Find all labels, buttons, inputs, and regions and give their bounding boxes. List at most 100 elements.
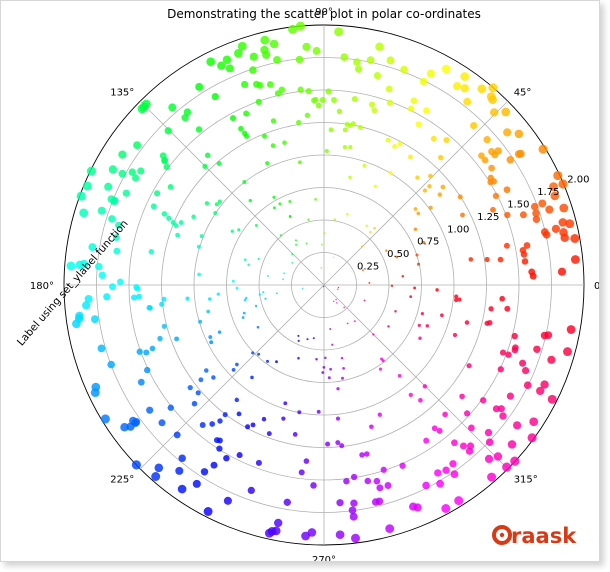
scatter-point	[198, 319, 203, 324]
scatter-point	[158, 419, 166, 427]
scatter-point	[195, 390, 201, 396]
scatter-point	[163, 163, 170, 171]
scatter-point	[223, 454, 230, 462]
scatter-point	[532, 209, 540, 217]
scatter-point	[551, 224, 560, 233]
scatter-point	[295, 21, 305, 31]
scatter-point	[480, 397, 487, 404]
scatter-point	[82, 181, 92, 191]
radial-tick-label: 1.50	[507, 199, 529, 210]
scatter-point	[409, 295, 413, 299]
scatter-point	[523, 381, 532, 390]
scatter-point	[322, 285, 325, 288]
scatter-point	[538, 144, 548, 154]
scatter-point	[225, 64, 234, 73]
scatter-point	[363, 299, 366, 302]
scatter-point	[340, 53, 349, 61]
scatter-point	[327, 376, 331, 380]
scatter-point	[316, 409, 321, 414]
scatter-point	[510, 456, 520, 466]
scatter-point	[523, 242, 531, 249]
scatter-point	[464, 410, 471, 417]
scatter-point	[415, 175, 420, 180]
scatter-point	[275, 360, 278, 364]
scatter-point	[243, 298, 247, 302]
scatter-point	[378, 367, 383, 371]
scatter-point	[235, 286, 239, 290]
scatter-point	[305, 242, 308, 245]
scatter-point	[385, 524, 395, 534]
scatter-point	[545, 205, 554, 214]
scatter-point	[413, 286, 417, 290]
scatter-point	[348, 506, 357, 515]
scatter-point	[376, 484, 384, 492]
scatter-point	[399, 462, 406, 469]
scatter-point	[291, 262, 294, 264]
scatter-point	[357, 124, 363, 130]
scatter-point	[346, 322, 349, 325]
scatter-point	[249, 66, 257, 74]
scatter-point	[297, 86, 304, 93]
scatter-point	[329, 367, 332, 371]
scatter-point	[542, 230, 551, 239]
scatter-point	[315, 357, 318, 361]
scatter-point	[195, 126, 203, 133]
scatter-point	[488, 306, 494, 312]
scatter-point	[488, 83, 498, 93]
polar-scatter-chart: Demonstrating the scatter plot in polar …	[15, 7, 605, 566]
scatter-point	[86, 166, 96, 176]
scatter-point	[217, 330, 222, 334]
scatter-point	[265, 359, 270, 363]
scatter-point	[503, 242, 510, 249]
scatter-point	[149, 345, 156, 352]
scatter-point	[331, 343, 334, 346]
scatter-point	[373, 184, 378, 189]
scatter-point	[532, 215, 541, 224]
scatter-point	[488, 164, 495, 172]
scatter-point	[245, 424, 251, 430]
scatter-point	[294, 239, 297, 242]
scatter-point	[342, 367, 345, 370]
scatter-point	[504, 305, 511, 312]
scatter-point	[164, 127, 172, 135]
scatter-point	[222, 412, 228, 418]
scatter-point	[339, 443, 345, 449]
scatter-point	[386, 56, 395, 65]
radial-tick-label: 0.25	[357, 262, 379, 273]
scatter-point	[128, 168, 137, 176]
scatter-point	[183, 108, 192, 116]
scatter-point	[487, 174, 495, 182]
scatter-point	[231, 367, 236, 372]
scatter-point	[241, 80, 249, 88]
scatter-point	[265, 161, 270, 166]
scatter-point	[321, 371, 325, 374]
scatter-point	[238, 125, 244, 132]
scatter-point	[506, 392, 515, 400]
scatter-point	[301, 531, 310, 541]
scatter-point	[143, 349, 150, 356]
scatter-point	[410, 97, 418, 105]
scatter-point	[191, 214, 196, 220]
scatter-point	[297, 410, 302, 415]
scatter-point	[418, 397, 423, 403]
scatter-point	[369, 230, 372, 234]
scatter-point	[297, 160, 302, 165]
scatter-point	[231, 279, 235, 283]
scatter-point	[397, 373, 402, 378]
scatter-point	[454, 298, 459, 303]
scatter-point	[459, 442, 468, 450]
radial-tick-label: 1.25	[477, 212, 499, 223]
scatter-point	[335, 298, 337, 301]
scatter-point	[477, 84, 487, 94]
scatter-point	[304, 112, 311, 118]
scatter-point	[236, 452, 243, 459]
scatter-point	[342, 127, 348, 133]
scatter-point	[173, 431, 181, 439]
scatter-point	[364, 477, 372, 485]
scatter-point	[441, 64, 451, 74]
scatter-point	[519, 359, 527, 367]
scatter-point	[261, 416, 267, 422]
scatter-point	[544, 331, 553, 339]
scatter-point	[298, 469, 305, 476]
scatter-point	[108, 165, 118, 174]
